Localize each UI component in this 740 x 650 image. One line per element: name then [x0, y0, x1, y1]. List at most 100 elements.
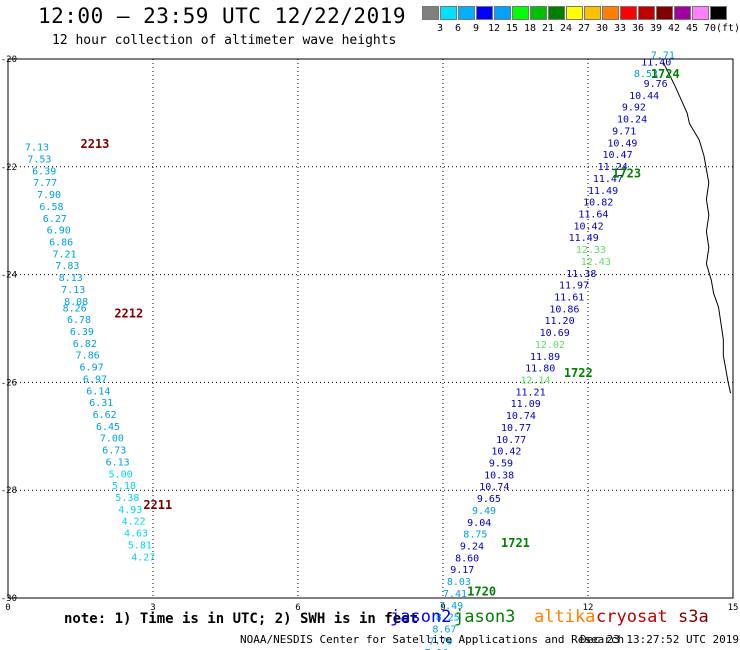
- wave-height-value: 4.27: [131, 552, 155, 563]
- wave-height-value: 8.13: [59, 273, 83, 284]
- x-tick-label: 9: [440, 603, 445, 613]
- y-tick-label: -30: [1, 594, 17, 604]
- y-tick-label: -28: [1, 486, 17, 496]
- legend-swatch: [620, 6, 637, 20]
- wave-height-value: 7.86: [76, 351, 100, 362]
- wave-height-value: 10.38: [484, 470, 514, 481]
- y-tick-label: -24: [1, 271, 17, 281]
- track-labels: 2213 2212 2211 1724 1723 1722 1721 1720: [81, 67, 680, 598]
- wave-height-value: 6.86: [49, 237, 73, 248]
- legend-level-label: 27: [577, 23, 591, 34]
- wave-height-value: 11.97: [559, 281, 589, 292]
- track-label: 1722: [564, 366, 593, 380]
- legend-level-label: 30: [595, 23, 609, 34]
- wave-height-value: 9.59: [489, 458, 513, 469]
- wave-height-value: 6.39: [32, 166, 56, 177]
- wave-height-value: 7.00: [100, 434, 124, 445]
- legend-swatch: [494, 6, 511, 20]
- wave-height-value: 10.82: [583, 198, 613, 209]
- satellite-label-jason2: jason2: [390, 607, 452, 627]
- wave-height-value: 7.53: [27, 154, 51, 165]
- wave-height-value: 11.09: [511, 399, 541, 410]
- map-title: 12:00 — 23:59 UTC 12/22/2019: [38, 4, 407, 28]
- wave-height-value: 9.65: [477, 494, 501, 505]
- y-tick-label: -26: [1, 378, 17, 388]
- wave-height-value: 4.63: [124, 529, 148, 540]
- legend-swatch: [440, 6, 457, 20]
- wave-height-value: 8.03: [447, 577, 471, 588]
- wave-height-value: 11.21: [516, 387, 546, 398]
- legend-swatch: [422, 6, 439, 20]
- legend-swatch: [710, 6, 727, 20]
- coastline-path: [662, 61, 732, 394]
- legend-swatch: [512, 6, 529, 20]
- legend-level-label: 12: [487, 23, 501, 34]
- wave-height-value: 6.14: [86, 386, 110, 397]
- wave-height-value: 5.18: [112, 481, 136, 492]
- generation-timestamp: Dec 23 13:27:52 UTC 2019: [580, 633, 739, 646]
- map-subtitle: 12 hour collection of altimeter wave hei…: [52, 33, 397, 48]
- wave-height-value: 11.80: [525, 364, 555, 375]
- wave-height-value: 12.33: [576, 245, 606, 256]
- wave-height-value: 10.69: [540, 328, 570, 339]
- wave-height-value: 6.97: [83, 374, 107, 385]
- wave-height-value: 9.24: [460, 541, 484, 552]
- wave-height-value: 10.74: [506, 411, 536, 422]
- legend-level-label: 42: [667, 23, 681, 34]
- wave-height-value: 7.13: [25, 143, 49, 154]
- wave-height-value: 7.49: [439, 601, 463, 612]
- wave-height-value: 11.40: [641, 57, 671, 68]
- wave-height-value: 8.26: [63, 303, 87, 314]
- wave-height-value: 7.71: [651, 50, 675, 61]
- map-frame: [7, 58, 734, 599]
- legend-swatch: [584, 6, 601, 20]
- track-label: 1723: [612, 167, 641, 181]
- wave-height-value: 8.75: [463, 530, 487, 541]
- units-note: note: 1) Time is in UTC; 2) SWH is in fe…: [64, 611, 419, 627]
- legend-swatch: [674, 6, 691, 20]
- wave-height-value: 11.24: [598, 162, 628, 173]
- legend-swatch: [656, 6, 673, 20]
- wave-height-value: 8.60: [455, 553, 479, 564]
- legend-level-label: 18: [523, 23, 537, 34]
- track-label: 2213: [81, 137, 110, 151]
- x-tick-label: 12: [583, 603, 594, 613]
- x-tick-label: 0: [5, 603, 10, 613]
- track-label: 1724: [651, 67, 680, 81]
- legend-swatch: [476, 6, 493, 20]
- wave-height-value: 9.17: [450, 565, 474, 576]
- legend-level-label: 70: [703, 23, 717, 34]
- wave-height-value: 6.82: [73, 339, 97, 350]
- wave-height-value: 11.49: [569, 233, 599, 244]
- track-label: 1721: [501, 536, 530, 550]
- wave-height-value: 10.44: [629, 91, 659, 102]
- wave-height-value: 7.10: [425, 648, 449, 650]
- wave-height-value: 8.08: [64, 297, 88, 308]
- y-tick-label: -20: [1, 55, 17, 65]
- track-label: 2211: [143, 498, 172, 512]
- legend-swatch: [602, 6, 619, 20]
- wave-height-value: 11.49: [588, 186, 618, 197]
- wave-height-value: 9.92: [622, 103, 646, 114]
- wave-height-value: 6.73: [102, 446, 126, 457]
- legend-swatch: [530, 6, 547, 20]
- x-tick-label: 3: [150, 603, 155, 613]
- wave-height-value: 9.71: [612, 126, 636, 137]
- wave-height-value: 11.89: [530, 352, 560, 363]
- wave-height-value: 11.20: [545, 316, 575, 327]
- axis-ticks: 0 3 6 9 12 15 -20 -22 -24 -26 -28 -30: [1, 55, 739, 613]
- wave-height-value: 11.38: [566, 269, 596, 280]
- wave-height-value: 10.42: [574, 221, 604, 232]
- map-grid: [7, 58, 734, 599]
- legend-level-label: 33: [613, 23, 627, 34]
- legend-level-label: 15: [505, 23, 519, 34]
- legend-level-label: (ft): [716, 23, 740, 34]
- wave-height-value: 10.49: [607, 138, 637, 149]
- wave-height-value: 7.83: [55, 261, 79, 272]
- wave-height-value: 7.79: [429, 636, 453, 647]
- wave-height-value: 7.21: [52, 249, 76, 260]
- wave-height-value: 4.22: [122, 517, 146, 528]
- wave-height-observations: 7.137.536.397.777.906.586.276.906.867.21…: [25, 50, 675, 650]
- satellite-label-altika: altika: [534, 607, 596, 627]
- wave-height-value: 5.81: [128, 540, 152, 551]
